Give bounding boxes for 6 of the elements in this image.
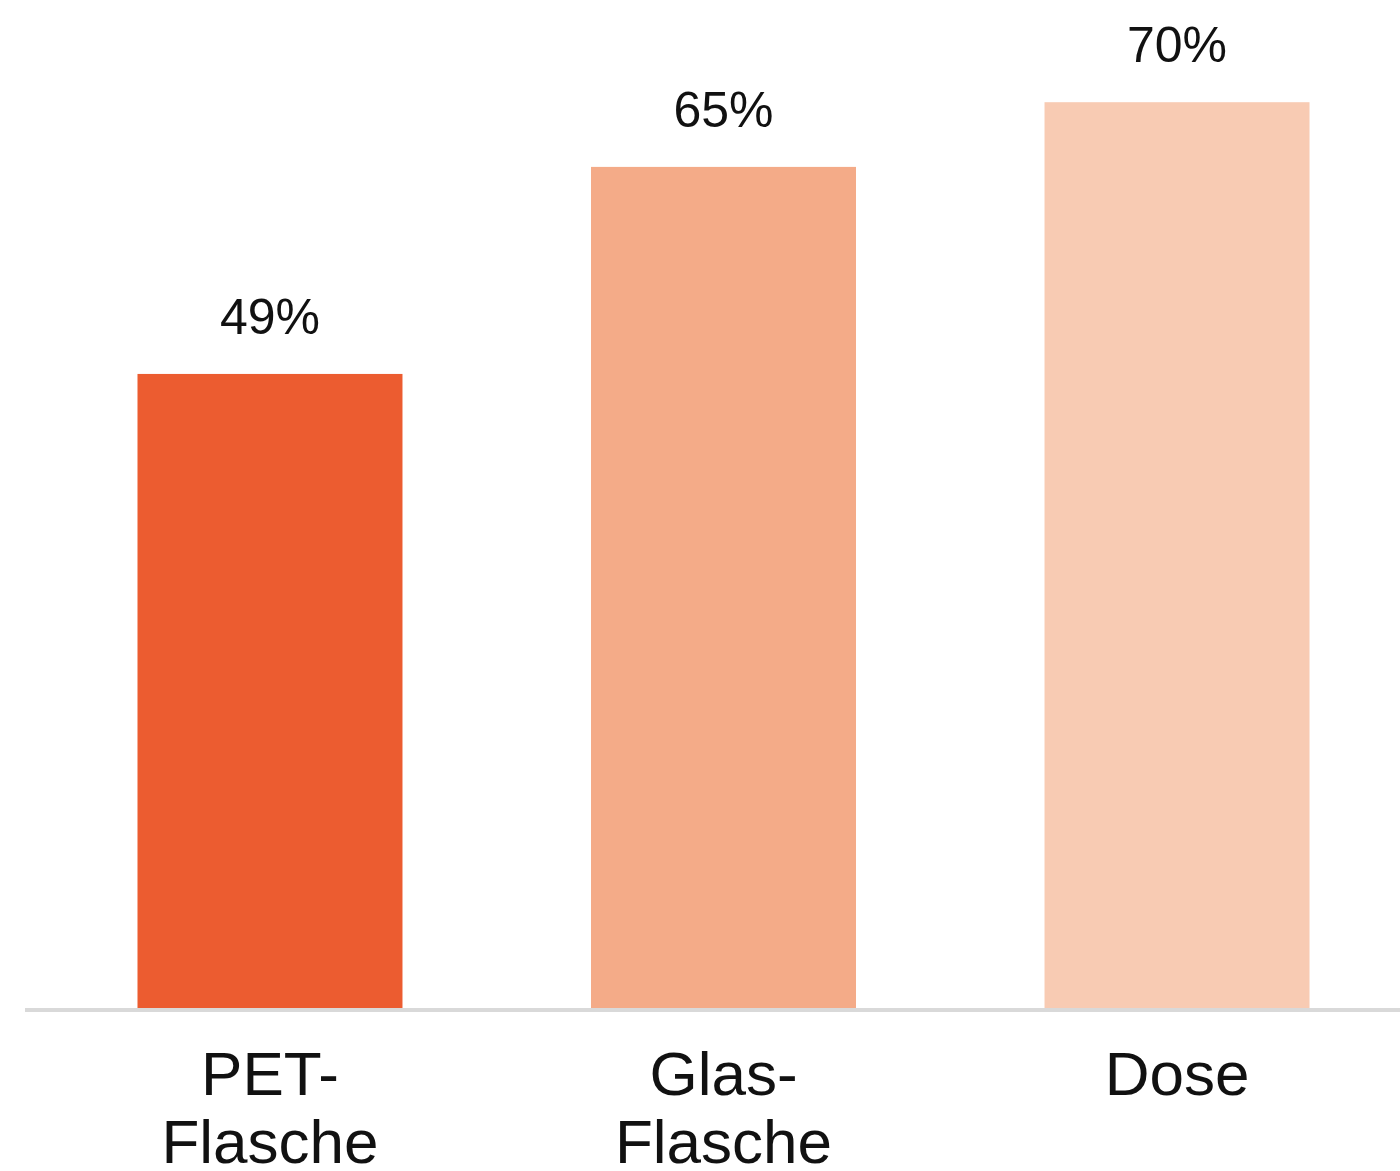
- data-label: 49%: [219, 288, 321, 345]
- x-tick-label: Dose: [1104, 1039, 1250, 1108]
- data-label: 70%: [1126, 17, 1228, 74]
- data-label: 65%: [673, 81, 774, 138]
- x-tick-label: PET-Flasche: [161, 1039, 379, 1171]
- x-tick-label: Glas-Flasche: [614, 1039, 833, 1171]
